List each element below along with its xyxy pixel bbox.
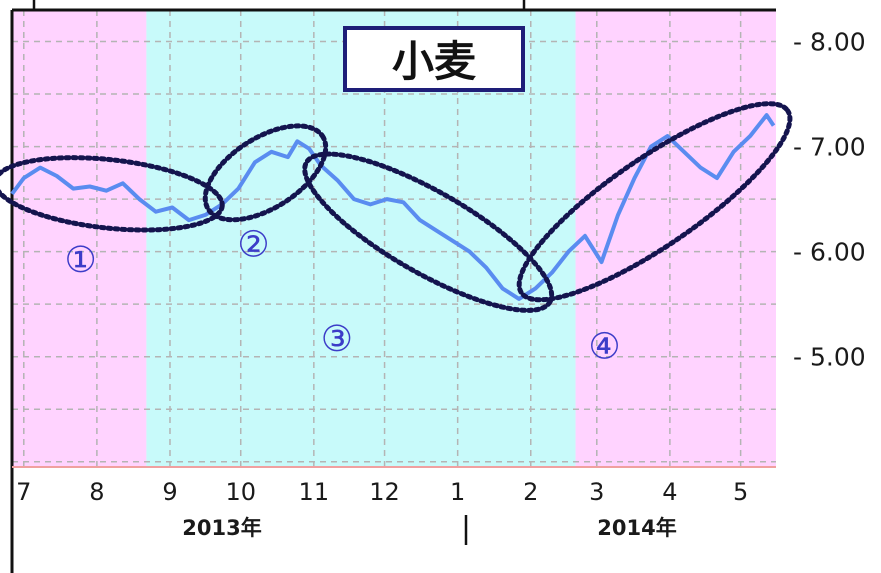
x-tick-label-12: 12 <box>369 478 400 506</box>
background-band-1 <box>12 10 147 467</box>
annotation-labels: ① ② ③ ④ <box>65 224 621 367</box>
annotation-ellipse-2 <box>202 123 329 223</box>
y-tick-label-8: - 8.00 <box>793 28 866 57</box>
x-tick-label-8: 8 <box>89 478 104 506</box>
chart-title-frame <box>343 26 525 92</box>
x-tick-label-7: 7 <box>16 478 31 506</box>
x-axis-year-labels: 2013年 2014年 <box>182 515 677 545</box>
year-label-2013: 2013年 <box>182 516 261 540</box>
chart-title-box: 小麦 <box>343 26 525 92</box>
x-tick-label-11: 11 <box>299 478 330 506</box>
x-tick-label-1: 1 <box>450 478 465 506</box>
y-axis-tick-labels: - 8.00 - 7.00 - 6.00 - 5.00 <box>793 28 866 372</box>
x-tick-label-9: 9 <box>162 478 177 506</box>
y-tick-label-6: - 6.00 <box>793 238 866 267</box>
annotation-label-3: ③ <box>321 319 353 360</box>
x-axis-tick-labels: 7 8 9 10 11 12 1 2 3 4 5 <box>16 478 748 506</box>
x-tick-label-3: 3 <box>589 478 604 506</box>
x-tick-label-4: 4 <box>662 478 677 506</box>
x-tick-label-2: 2 <box>523 478 538 506</box>
chart-title: 小麦 <box>392 37 476 86</box>
wheat-price-series-line <box>10 113 776 301</box>
y-tick-label-5: - 5.00 <box>793 343 866 372</box>
annotation-label-2: ② <box>237 224 269 265</box>
annotation-ellipse-1 <box>0 155 225 233</box>
annotation-label-4: ④ <box>588 326 620 367</box>
annotation-label-1: ① <box>65 240 97 281</box>
y-tick-label-7: - 7.00 <box>793 133 866 162</box>
x-tick-label-10: 10 <box>225 478 256 506</box>
annotation-ellipse-4 <box>516 101 793 303</box>
x-tick-label-5: 5 <box>733 478 748 506</box>
annotation-ellipse-3 <box>302 151 555 313</box>
year-label-2014: 2014年 <box>597 516 676 540</box>
annotation-ellipses <box>0 101 793 313</box>
